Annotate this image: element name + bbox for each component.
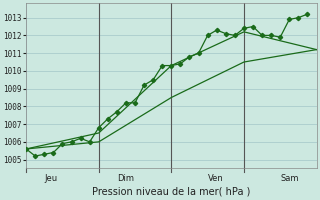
Text: Jeu: Jeu xyxy=(44,174,57,183)
Text: Dim: Dim xyxy=(117,174,134,183)
X-axis label: Pression niveau de la mer( hPa ): Pression niveau de la mer( hPa ) xyxy=(92,187,251,197)
Text: Ven: Ven xyxy=(208,174,223,183)
Text: Sam: Sam xyxy=(280,174,299,183)
